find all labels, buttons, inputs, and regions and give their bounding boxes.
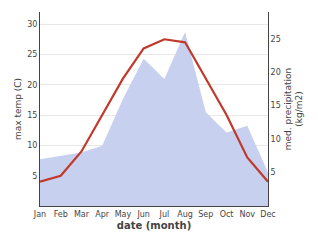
svg-text:Jun: Jun [136,210,150,219]
svg-text:25: 25 [271,35,281,44]
svg-text:Jan: Jan [33,210,46,219]
svg-text:Feb: Feb [54,210,68,219]
svg-text:date (month): date (month) [117,220,191,231]
svg-text:30: 30 [27,20,37,29]
svg-text:Nov: Nov [239,210,255,219]
svg-text:10: 10 [271,135,281,144]
svg-text:max temp (C): max temp (C) [13,78,23,140]
svg-text:20: 20 [27,81,37,90]
svg-text:20: 20 [271,68,281,77]
svg-text:10: 10 [27,141,37,150]
svg-text:5: 5 [32,171,37,180]
svg-text:Aug: Aug [177,210,193,219]
svg-text:15: 15 [27,111,37,120]
svg-text:15: 15 [271,101,281,110]
svg-text:Oct: Oct [220,210,234,219]
svg-text:25: 25 [27,50,37,59]
svg-text:med. precipitation(kg/m2): med. precipitation(kg/m2) [283,68,305,150]
svg-text:Apr: Apr [95,210,110,219]
svg-text:Mar: Mar [74,210,90,219]
svg-text:Sep: Sep [198,210,213,219]
svg-text:Dec: Dec [260,210,275,219]
svg-text:5: 5 [271,168,276,177]
svg-text:May: May [115,210,132,219]
svg-text:Jul: Jul [159,210,170,219]
